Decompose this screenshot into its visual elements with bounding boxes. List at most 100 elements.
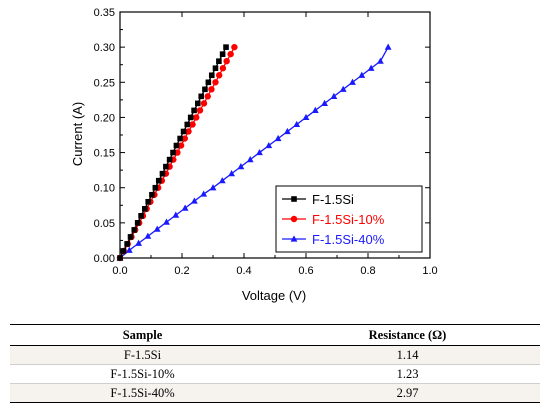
data-point [218,177,226,184]
data-point [246,156,254,163]
data-point [138,213,144,219]
y-tick-label: 0.15 [94,148,115,160]
data-point [159,170,166,177]
data-point [172,211,180,218]
data-point [208,86,215,93]
data-point [191,197,198,204]
data-point [127,234,134,240]
data-point [237,163,245,170]
data-point [204,93,211,100]
y-axis-title: Current (A) [70,102,85,166]
data-point [227,50,234,58]
data-point [339,85,347,92]
data-point [144,232,152,239]
resistance-cell: 2.97 [275,383,540,403]
data-point [187,114,194,121]
data-point [198,93,205,100]
data-point [163,218,170,225]
data-point [135,239,142,246]
data-point [191,107,197,114]
data-point [145,198,152,205]
legend-marker [291,196,297,202]
data-point [384,43,392,50]
data-point [142,206,148,212]
data-point [223,58,230,65]
data-point [131,227,138,233]
data-point [216,72,223,79]
header-sample: Sample [10,324,275,346]
x-tick-label: 1.0 [422,265,437,277]
data-point [149,191,155,198]
data-point [180,128,187,135]
data-point [223,44,229,50]
data-point [120,248,127,254]
data-point [367,64,375,71]
data-point [256,148,263,156]
y-tick-label: 0.35 [94,7,115,19]
data-point [284,127,291,135]
data-point [208,72,215,79]
data-point [177,142,185,149]
data-point [293,120,301,128]
data-point [155,177,162,184]
data-point [330,92,338,99]
data-point [202,86,208,93]
data-point [228,170,235,177]
data-point [311,106,319,113]
legend-marker [290,215,298,223]
data-point [153,225,161,232]
data-point [196,107,204,114]
x-tick-label: 0.2 [174,265,189,277]
resistance-table: Sample Resistance (Ω) F-1.5Si 1.14 F-1.5… [10,324,540,403]
y-tick-label: 0.00 [94,253,115,265]
legend-label: F-1.5Si-10% [312,212,385,227]
data-point [124,241,130,247]
iv-chart: 0.0 0.2 0.4 0.6 0.8 1.0 0.00 0.05 0.10 0.15 0.20 0.… [70,7,438,303]
data-point [358,71,366,78]
legend-label: F-1.5Si [312,192,354,207]
data-point [189,121,196,128]
data-point [216,58,222,64]
table-row: F-1.5Si 1.14 [10,345,540,365]
data-point [212,79,219,86]
y-tick-label: 0.05 [94,218,115,230]
x-tick-label: 0.4 [236,265,251,277]
resistance-cell: 1.14 [275,345,540,365]
data-point [163,163,169,170]
data-point [209,184,217,191]
data-point [200,190,208,197]
data-point [125,246,133,253]
legend-marker [290,235,298,242]
data-point [152,184,159,191]
data-point [181,204,189,211]
y-tick-label: 0.30 [94,42,115,54]
resistance-table-container: Sample Resistance (Ω) F-1.5Si 1.14 F-1.5… [10,324,540,403]
y-tick-label: 0.25 [94,77,115,89]
table-row: F-1.5Si-40% 2.97 [10,383,540,403]
data-point [134,220,141,226]
data-point [177,135,183,142]
legend-label: F-1.5Si-40% [312,232,385,247]
sample-cell: F-1.5Si [10,345,275,365]
data-point [219,51,226,57]
data-point [193,114,200,121]
data-point [321,99,328,106]
data-point [200,100,208,107]
data-point [170,149,176,156]
y-tick-label: 0.20 [94,112,115,124]
sample-cell: F-1.5Si-40% [10,383,275,403]
plot-area: 0.0 0.2 0.4 0.6 0.8 1.0 0.00 0.05 0.10 0.15 0.20 0.… [94,7,438,277]
x-tick-label: 0.0 [112,265,127,277]
x-tick-label: 0.8 [360,265,375,277]
resistance-cell: 1.23 [275,364,540,384]
data-point [117,255,123,261]
data-point [274,134,282,142]
sample-cell: F-1.5Si-10% [10,364,275,384]
data-point [377,57,384,64]
data-point [349,78,356,85]
data-point [231,43,238,51]
data-point [212,65,219,72]
data-point [166,156,173,163]
table-header-row: Sample Resistance (Ω) [10,324,540,346]
data-point [185,128,192,135]
